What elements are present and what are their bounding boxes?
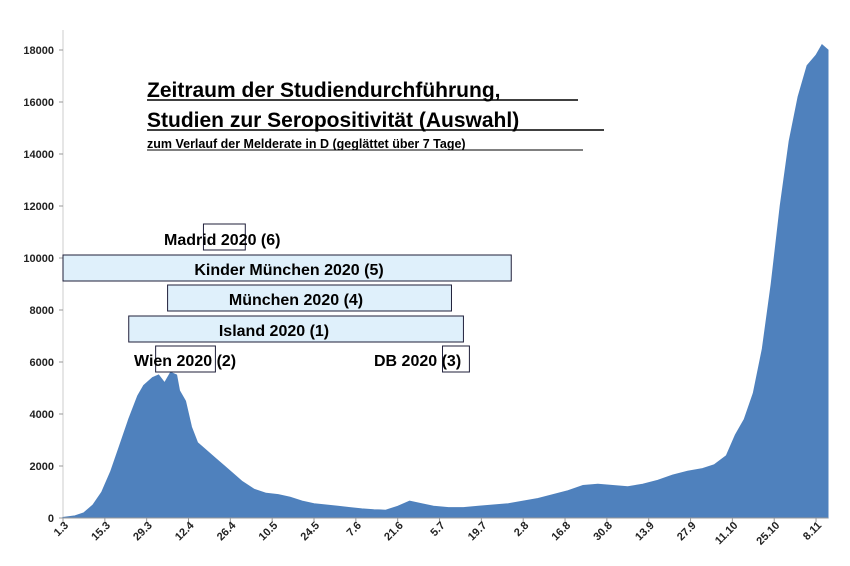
- x-tick-label: 12.4: [173, 519, 197, 543]
- plot-area: [62, 44, 829, 519]
- y-tick-label: 14000: [23, 149, 54, 161]
- y-tick-label: 10000: [23, 253, 54, 265]
- study-period-label: DB 2020 (3): [374, 353, 461, 370]
- x-tick-label: 13.9: [633, 520, 657, 544]
- x-tick-label: 16.8: [550, 520, 574, 544]
- x-tick-label: 19.7: [466, 520, 490, 544]
- x-tick-label: 7.6: [345, 520, 364, 539]
- chart-title-line-1: Zeitraum der Studiendurchführung,: [147, 79, 501, 102]
- study-period-bar: [62, 254, 512, 282]
- case-rate-area: [62, 44, 829, 519]
- study-period-bar: [442, 345, 470, 373]
- x-tick-label: 5.7: [428, 520, 447, 539]
- y-tick-label: 6000: [30, 357, 54, 369]
- x-tick-label: 10.5: [257, 520, 281, 544]
- study-period-bar: [155, 345, 216, 373]
- x-tick-label: 1.3: [52, 520, 71, 539]
- study-period-label: Kinder München 2020 (5): [194, 262, 383, 279]
- x-tick-label: 24.5: [299, 520, 323, 544]
- chart-subtitle: zum Verlauf der Melderate in D (geglätte…: [147, 137, 466, 151]
- study-period-label: Madrid 2020 (6): [164, 232, 280, 249]
- study-periods: Madrid 2020 (6) Kinder München 2020 (5) Mü…: [62, 223, 512, 373]
- x-tick-label: 21.6: [382, 520, 406, 544]
- study-period-bar: [167, 284, 452, 312]
- y-tick-label: 0: [48, 513, 54, 525]
- x-tick-label: 30.8: [591, 520, 615, 544]
- x-tick-label: 27.9: [675, 520, 699, 544]
- study-period-label: München 2020 (4): [229, 292, 363, 309]
- chart-title-line-2: Studien zur Seropositivität (Auswahl): [147, 109, 519, 132]
- study-period-label: Wien 2020 (2): [134, 353, 236, 370]
- study-period-bar: [202, 223, 246, 251]
- x-tick-label: 15.3: [89, 520, 113, 544]
- x-tick-label: 8.11: [801, 520, 824, 543]
- x-tick-label: 26.4: [215, 519, 239, 543]
- y-axis: 0 2000 4000 6000 8000 10000 12000 14000 16000 180…: [23, 30, 64, 525]
- x-tick-label: 11.10: [713, 520, 741, 548]
- study-period-bar: [128, 315, 464, 343]
- y-tick-label: 12000: [23, 201, 54, 213]
- chart-title-block: Zeitraum der Studiendurchführung, Studie…: [147, 79, 604, 151]
- y-tick-label: 4000: [30, 409, 54, 421]
- x-axis: 1.3 15.3 29.3 12.4 26.4 10.5 24.5 7.6 21.6 5.7 19.…: [52, 517, 828, 548]
- y-tick-label: 2000: [30, 461, 54, 473]
- y-tick-label: 8000: [30, 305, 54, 317]
- y-tick-label: 18000: [23, 45, 54, 57]
- x-tick-label: 29.3: [131, 520, 155, 544]
- y-tick-label: 16000: [23, 97, 54, 109]
- x-tick-label: 25.10: [754, 520, 782, 548]
- study-period-label: Island 2020 (1): [219, 323, 329, 340]
- x-tick-label: 2.8: [512, 520, 531, 539]
